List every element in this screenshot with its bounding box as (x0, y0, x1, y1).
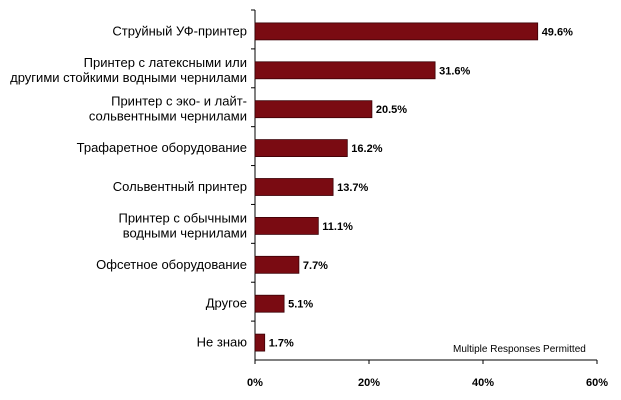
category-label: Не знаю (197, 335, 248, 350)
category-label: Принтер с латексными или другими стойкими… (10, 55, 247, 85)
bar (254, 61, 436, 80)
value-label: 1.7% (269, 338, 294, 350)
category-label: Принтер с обычными водными чернилами (118, 210, 247, 240)
category-label: Трафаретное оборудование (77, 140, 247, 155)
value-label: 20.5% (376, 104, 407, 116)
x-axis-ticks: 0% 20% 40% 60% (247, 360, 608, 389)
category-label-line: Принтер с латексными или (84, 55, 247, 70)
category-label-line: водными чернилами (123, 225, 247, 240)
category-label-line: другими стойкими водными чернилами (10, 70, 247, 85)
category-label-line: Принтер с обычными (118, 210, 247, 225)
category-label: Струйный УФ-принтер (112, 23, 247, 38)
value-labels: 49.6% 31.6% 20.5% 16.2% 13.7% 11.1% 7.7% 5.1% 1.… (269, 26, 573, 349)
category-label-line: Не знаю (197, 335, 248, 350)
bar (254, 216, 319, 235)
category-label-line: Принтер с эко- и лайт- (111, 94, 247, 109)
chart-note: Multiple Responses Permitted (453, 344, 586, 355)
value-label: 5.1% (288, 299, 313, 311)
x-tick-label: 20% (358, 377, 380, 389)
category-labels: Струйный УФ-принтер Принтер с латексными … (10, 23, 247, 349)
category-label: Принтер с эко- и лайт-сольвентными черни… (89, 94, 247, 124)
bar (254, 22, 539, 41)
bar (254, 100, 373, 119)
category-label-line: Струйный УФ-принтер (112, 23, 247, 38)
x-tick-label: 0% (247, 377, 263, 389)
category-label: Сольвентный принтер (113, 179, 247, 194)
category-label: Офсетное оборудование (96, 257, 247, 272)
bar (254, 294, 285, 313)
value-label: 13.7% (337, 182, 368, 194)
x-tick-label: 40% (472, 377, 494, 389)
category-label-line: Сольвентный принтер (113, 179, 247, 194)
chart-bars (254, 22, 539, 352)
category-label-line: сольвентными чернилами (89, 109, 247, 124)
value-label: 11.1% (322, 221, 353, 233)
value-label: 16.2% (351, 143, 382, 155)
value-label: 7.7% (303, 260, 328, 272)
category-label-line: Офсетное оборудование (96, 257, 247, 272)
bar (254, 178, 334, 196)
x-tick-label: 60% (586, 377, 608, 389)
value-label: 31.6% (439, 65, 470, 77)
category-label-line: Трафаретное оборудование (77, 140, 247, 155)
value-label: 49.6% (542, 26, 573, 38)
bar (254, 139, 348, 158)
bar (254, 333, 266, 352)
category-label-line: Другое (206, 296, 247, 311)
category-label: Другое (206, 296, 247, 311)
bar (254, 255, 300, 274)
